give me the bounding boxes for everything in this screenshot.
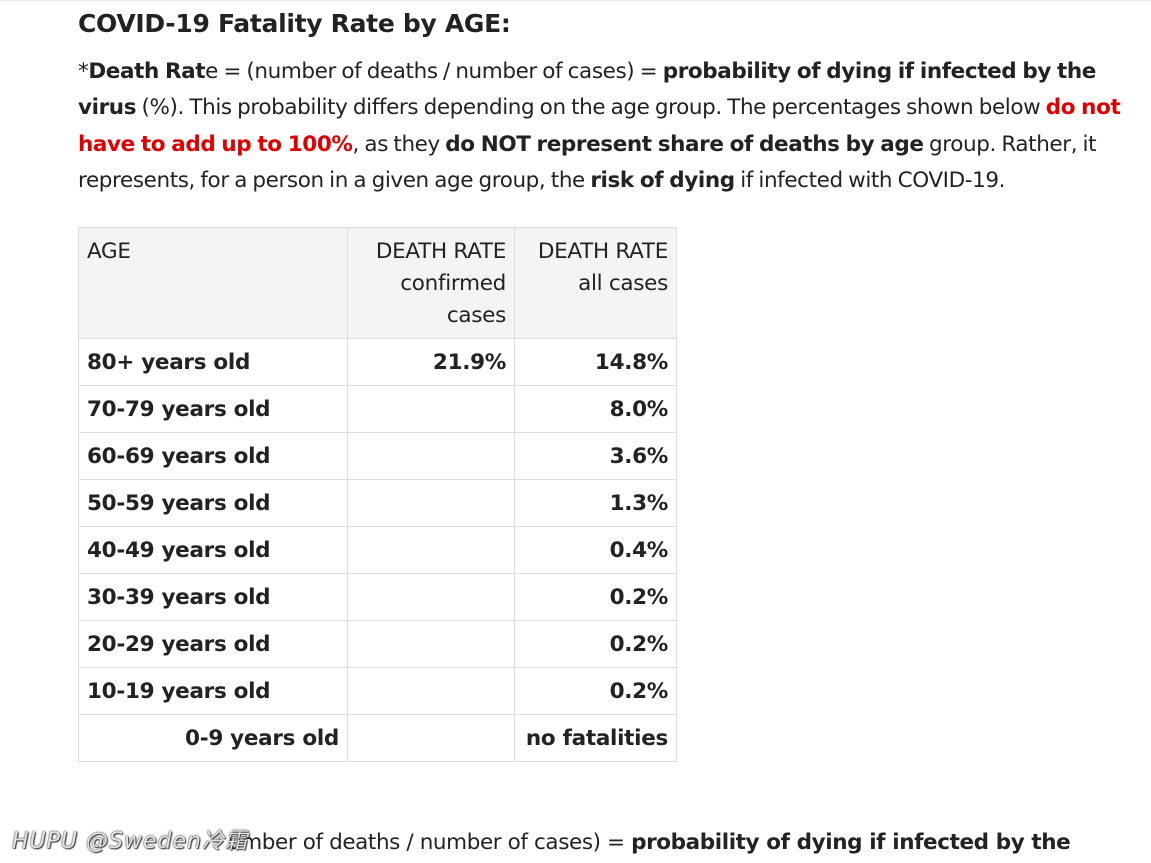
header-all: DEATH RATE all cases (514, 227, 677, 339)
row-confirmed (347, 479, 515, 527)
intro-paragraph: *Death Rate = (number of deaths / number… (78, 54, 1140, 199)
row-confirmed: 21.9% (347, 338, 515, 386)
table-row: 50-59 years old 1.3% (78, 479, 677, 527)
intro-group-rather: group. Rather, it represents, for a pers… (78, 131, 1097, 193)
intro-death-rate-tail: e (205, 59, 218, 84)
header-confirmed-line2: confirmed (400, 271, 506, 296)
row-confirmed (347, 385, 515, 433)
row-all: 0.4% (514, 526, 677, 574)
row-age: 0-9 years old (78, 714, 348, 762)
row-all: 14.8% (514, 338, 677, 386)
row-age: 70-79 years old (78, 385, 348, 433)
table-row: 70-79 years old 8.0% (78, 385, 677, 433)
header-all-line2: all cases (578, 271, 668, 296)
row-age: 50-59 years old (78, 479, 348, 527)
header-age: AGE (78, 227, 348, 339)
row-confirmed (347, 526, 515, 574)
header-confirmed-line1: DEATH RATE (375, 239, 506, 264)
top-border (0, 0, 1151, 1)
row-age: 30-39 years old (78, 573, 348, 621)
row-all: 8.0% (514, 385, 677, 433)
table-row: 80+ years old 21.9% 14.8% (78, 338, 677, 386)
row-confirmed (347, 714, 515, 762)
row-all: 3.6% (514, 432, 677, 480)
row-confirmed (347, 620, 515, 668)
intro-pct-note: (%). This probability differs depending … (136, 95, 1046, 121)
intro-star: * (78, 59, 89, 84)
intro-not-share: do NOT represent share of deaths by age (445, 131, 924, 157)
intro-probability: probability of dying if infected by the … (78, 59, 1096, 121)
row-all: 0.2% (514, 667, 677, 715)
watermark: HUPU @Sweden冷霜 (12, 829, 248, 854)
table-row: 10-19 years old 0.2% (78, 667, 677, 715)
header-confirmed: DEATH RATE confirmed cases (347, 227, 515, 339)
row-all: 1.3% (514, 479, 677, 527)
death-rate-table: AGE DEATH RATE confirmed cases DEATH RAT… (78, 227, 677, 762)
intro-as-they: , as they (352, 131, 446, 157)
row-all: 0.2% (514, 573, 677, 621)
intro-risk: risk of dying (590, 167, 735, 193)
header-age-label: AGE (87, 239, 131, 264)
table-row: 20-29 years old 0.2% (78, 620, 677, 668)
header-confirmed-line3: cases (446, 303, 506, 328)
bottom-text: umber of deaths / number of cases) = (228, 830, 632, 855)
intro-red-warning: do not have to add up to 100% (78, 95, 1121, 157)
row-age: 10-19 years old (78, 667, 348, 715)
header-all-line1: DEATH RATE (537, 239, 668, 264)
row-confirmed (347, 667, 515, 715)
row-all: 0.2% (514, 620, 677, 668)
row-age: 20-29 years old (78, 620, 348, 668)
page-title: COVID-19 Fatality Rate by AGE: (78, 9, 511, 38)
row-confirmed (347, 432, 515, 480)
table-row: 0-9 years old no fatalities (78, 714, 677, 762)
row-age: 40-49 years old (78, 526, 348, 574)
bottom-paragraph: umber of deaths / number of cases) = pro… (78, 825, 1071, 861)
row-confirmed (347, 573, 515, 621)
intro-if-infected: if infected with COVID-19. (734, 167, 1006, 193)
intro-death-rate: Death Rat (88, 59, 206, 84)
table-header-row: AGE DEATH RATE confirmed cases DEATH RAT… (78, 227, 677, 339)
row-all: no fatalities (514, 714, 677, 762)
bottom-bold-text: probability of dying if infected by the (631, 830, 1071, 855)
table-row: 30-39 years old 0.2% (78, 573, 677, 621)
intro-formula: = (number of deaths / number of cases) = (217, 59, 663, 84)
table-row: 40-49 years old 0.4% (78, 526, 677, 574)
row-age: 80+ years old (78, 338, 348, 386)
row-age: 60-69 years old (78, 432, 348, 480)
table-row: 60-69 years old 3.6% (78, 432, 677, 480)
